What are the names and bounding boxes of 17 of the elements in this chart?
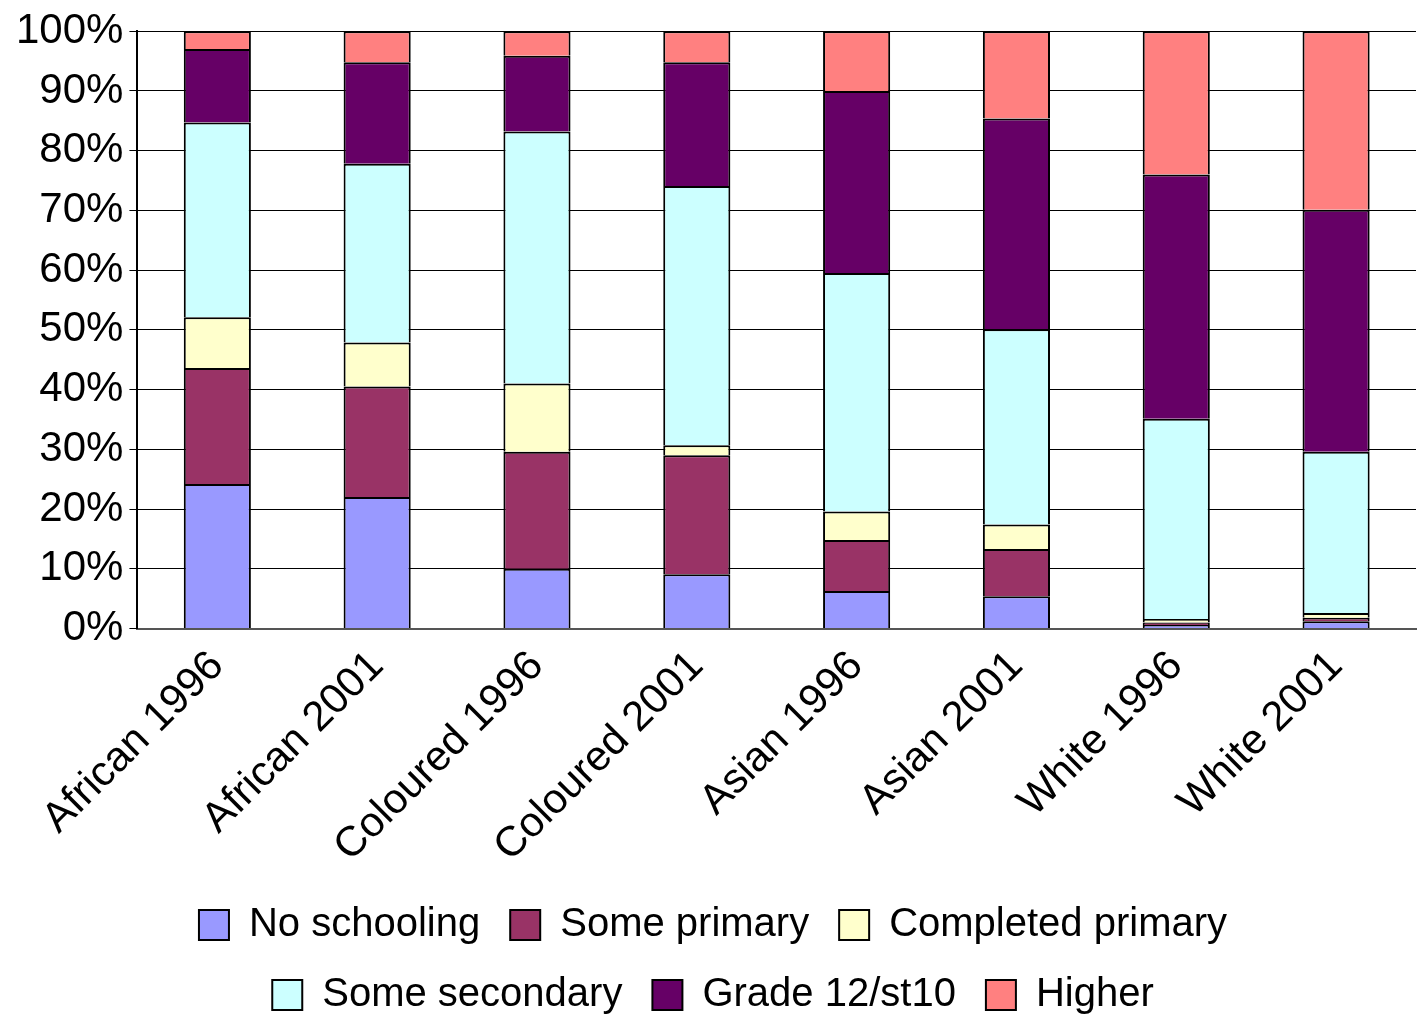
legend-label: No schooling: [248, 900, 481, 945]
y-tick-label: 40%: [39, 363, 124, 411]
y-tick-label: 60%: [39, 243, 124, 291]
y-tick-label: 10%: [39, 542, 124, 590]
legend-label: Completed primary: [889, 900, 1228, 945]
legend-label: Some secondary: [322, 970, 623, 1015]
y-tick-label: 0%: [62, 602, 124, 650]
y-tick-label: 50%: [39, 303, 124, 351]
y-tick-label: 100%: [16, 4, 124, 52]
y-tick-label: 80%: [39, 124, 124, 172]
y-tick-label: 20%: [39, 482, 124, 530]
y-tick-label: 90%: [39, 64, 124, 112]
legend-label: Some primary: [560, 900, 810, 945]
y-tick-label: 30%: [39, 422, 124, 470]
legend-label: Higher: [1035, 970, 1154, 1015]
y-tick-label: 70%: [39, 183, 124, 231]
legend-label: Grade 12/st10: [702, 970, 956, 1015]
